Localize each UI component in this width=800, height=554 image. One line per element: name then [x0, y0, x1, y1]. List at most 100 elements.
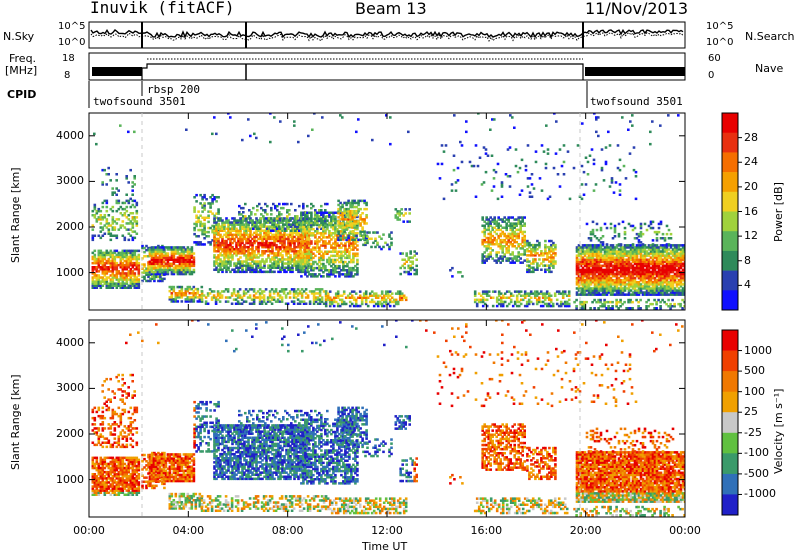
- power-cell: [519, 222, 522, 225]
- power-cell: [611, 291, 615, 294]
- power-cell: [340, 300, 344, 304]
- power-cell: [593, 250, 597, 253]
- power-cell: [491, 226, 494, 229]
- power-cell: [348, 225, 351, 229]
- power-cell: [97, 274, 101, 277]
- power-cell: [641, 272, 645, 276]
- power-cell: [259, 264, 262, 267]
- power-cell: [645, 250, 649, 253]
- power-cell: [585, 272, 589, 276]
- power-cell: [356, 240, 359, 243]
- power-cell: [277, 266, 280, 269]
- power-cell: [507, 245, 510, 248]
- power-cell: [619, 279, 623, 282]
- power-cell: [280, 213, 283, 216]
- power-cell: [99, 284, 103, 287]
- power-cell: [259, 221, 262, 224]
- power-cell: [232, 290, 236, 293]
- power-cell: [611, 283, 615, 286]
- power-cell: [270, 206, 273, 210]
- power-cell: [589, 246, 593, 249]
- power-cell: [535, 300, 539, 304]
- power-cell: [224, 300, 228, 303]
- power-cell: [505, 247, 508, 250]
- power-cell: [544, 245, 547, 249]
- power-cell: [593, 268, 597, 272]
- power-cell: [283, 239, 286, 243]
- power-cell: [356, 232, 359, 235]
- power-cell: [310, 202, 313, 206]
- power-cell: [219, 268, 222, 271]
- power-cell: [131, 203, 135, 207]
- power-cell: [201, 232, 204, 236]
- power-cell: [316, 219, 319, 223]
- power-cell: [318, 248, 321, 251]
- power-cell: [162, 268, 166, 272]
- power-cell: [276, 292, 280, 295]
- power-cell: [281, 268, 284, 271]
- power-cell: [121, 253, 125, 257]
- power-cell: [649, 291, 653, 294]
- power-cell: [231, 235, 234, 239]
- power-cell: [99, 255, 103, 259]
- power-cell: [332, 232, 335, 235]
- power-cell: [239, 266, 242, 269]
- power-cell: [285, 237, 288, 241]
- power-cell: [629, 293, 633, 296]
- power-cell: [617, 264, 621, 268]
- power-cell: [552, 258, 555, 261]
- power-cell: [235, 248, 238, 251]
- power-cell: [242, 294, 246, 297]
- power-cell: [150, 246, 154, 249]
- power-cell: [176, 250, 180, 253]
- power-cell: [103, 232, 107, 235]
- power-cell: [252, 227, 255, 230]
- power-cell: [310, 232, 313, 235]
- power-cell: [135, 203, 139, 207]
- power-cell: [511, 259, 514, 262]
- power-cell: [513, 240, 516, 244]
- power-cell: [259, 225, 262, 228]
- power-cell: [229, 241, 232, 245]
- power-cell: [129, 253, 133, 257]
- power-cell: [238, 288, 242, 291]
- power-cell: [256, 227, 259, 230]
- power-cell: [263, 229, 266, 232]
- power-cell: [178, 289, 182, 293]
- power-cell: [297, 250, 300, 253]
- power-cell: [170, 272, 174, 276]
- power-cell: [111, 218, 115, 221]
- power-cell: [109, 286, 113, 289]
- power-cell: [304, 260, 307, 264]
- power-cell: [299, 270, 302, 274]
- power-cell: [415, 264, 418, 268]
- power-cell: [221, 235, 224, 239]
- power-cell: [123, 276, 127, 279]
- power-cell: [255, 266, 258, 269]
- power-cell: [362, 243, 365, 247]
- power-cell: [131, 263, 135, 267]
- power-cell: [378, 245, 381, 249]
- power-cell: [536, 266, 539, 269]
- power-cell: [269, 225, 272, 228]
- power-cell: [595, 281, 599, 284]
- power-cell: [611, 270, 615, 274]
- power-cell: [214, 300, 218, 303]
- power-cell: [107, 253, 111, 257]
- power-cell: [192, 270, 196, 274]
- power-cell: [341, 222, 344, 225]
- power-cell: [607, 250, 611, 253]
- power-cell: [109, 282, 113, 285]
- power-cell: [585, 274, 589, 278]
- power-cell: [603, 260, 607, 263]
- power-cell: [400, 294, 404, 297]
- power-cell: [513, 257, 516, 260]
- power-cell: [396, 290, 400, 293]
- power-cell: [601, 287, 605, 290]
- power-cell: [125, 276, 129, 279]
- power-cell: [380, 298, 384, 302]
- power-cell: [310, 206, 313, 210]
- power-cell: [252, 206, 255, 210]
- power-cell: [324, 219, 327, 223]
- power-cell: [350, 294, 354, 297]
